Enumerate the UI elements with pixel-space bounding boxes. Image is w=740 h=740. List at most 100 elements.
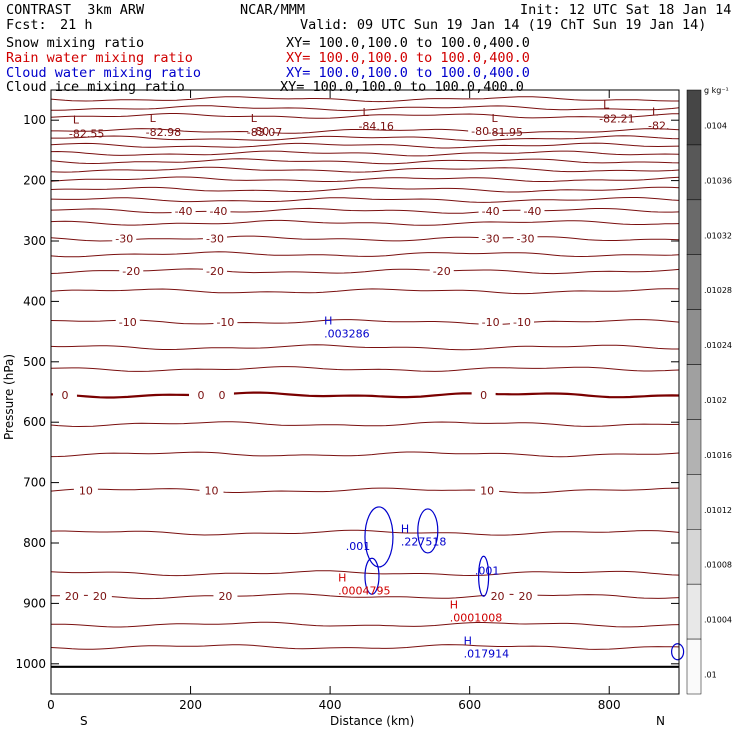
colorbar-tick-label: .01036 [704, 176, 732, 185]
high-value: .017914 [464, 648, 510, 661]
low-value: -83.07 [247, 126, 282, 139]
cloud-contour-label: .001 [346, 540, 371, 553]
isotherm-line [50, 251, 680, 258]
x-axis-title: Distance (km) [330, 714, 414, 728]
isotherm-label: -40 [523, 205, 541, 218]
field-xy-cloud-water: XY= 100.0,100.0 to 100.0,400.0 [286, 65, 530, 81]
isotherm-label-bg [468, 125, 493, 139]
low-value: -82.55 [69, 127, 104, 140]
isotherm-line [50, 235, 680, 242]
colorbar-swatch [686, 254, 702, 310]
y-tick-label: 300 [23, 234, 46, 248]
isotherm-line [50, 142, 680, 149]
plot-frame [50, 89, 680, 695]
cloud-water-contour [364, 557, 380, 595]
isotherm-line [50, 113, 680, 119]
x-axis-south-label: S [80, 714, 88, 728]
isotherm-label-bg [510, 315, 534, 329]
isotherm-label: -80 [251, 125, 269, 138]
high-value: .0001008 [450, 611, 503, 624]
isotherm-label-bg [59, 590, 84, 604]
isotherm-label: 10 [480, 484, 494, 497]
field-xy-rain: XY= 100.0,100.0 to 100.0,400.0 [286, 50, 530, 66]
colorbar-tick-label: .01028 [704, 286, 732, 295]
colorbar-swatch [686, 474, 702, 530]
isotherm-label-bg [202, 232, 227, 246]
high-value: .003286 [324, 328, 370, 341]
isotherm-label-bg [206, 204, 231, 218]
field-name-cloud-water: Cloud water mixing ratio [6, 65, 202, 81]
x-tick-label: 200 [179, 698, 202, 712]
y-tick-label: 600 [23, 415, 46, 429]
isotherm-label-bg [52, 389, 77, 403]
isotherm-label-bg [513, 232, 538, 246]
x-axis-north-label: N [656, 714, 665, 728]
isotherm-line [50, 219, 680, 226]
field-name-cloud-ice: Cloud ice mixing ratio [6, 79, 185, 95]
isotherm-label: -30 [115, 233, 133, 246]
isotherm-line [50, 150, 680, 157]
low-marker: L [362, 106, 369, 119]
field-name-snow: Snow mixing ratio [6, 35, 145, 51]
isotherm-label: -30 [517, 233, 535, 246]
low-value: -82.98 [146, 126, 181, 139]
colorbar-swatch [686, 583, 702, 640]
colorbar-tick-label: .01008 [704, 561, 732, 570]
isotherm-label-bg [209, 389, 234, 403]
isotherm-line [50, 268, 680, 275]
y-tick-label: 1000 [15, 657, 46, 671]
colorbar-tick-label: .01032 [704, 231, 732, 240]
isotherm-label: 20 [491, 590, 505, 603]
isotherm-label-bg [520, 204, 545, 218]
high-marker: H [464, 635, 472, 648]
colorbar-tick-label: .01012 [704, 506, 732, 515]
low-value: -82. [648, 120, 669, 133]
colorbar: .0104 .01036 .01032 .01028 .01024 .0102 .01016… [686, 89, 732, 695]
isotherm-label: 0 [480, 389, 487, 402]
isotherm-line [50, 391, 680, 399]
isotherm-label-bg [189, 389, 214, 403]
colorbar-tick-label: .01004 [704, 616, 732, 625]
isotherm-line [50, 319, 680, 325]
low-value: -81.95 [488, 126, 523, 139]
isotherm-line [50, 421, 680, 428]
cloud-water-contour [417, 508, 439, 554]
low-marker: L [603, 98, 610, 111]
low-marker: L [492, 112, 499, 125]
isotherm-line [50, 158, 680, 165]
isotherm-line [50, 344, 679, 351]
isotherm-label: -30 [206, 233, 224, 246]
isotherm-label-bg [429, 265, 454, 279]
high-value: .227518 [401, 535, 447, 548]
colorbar-tick-label: .01024 [704, 341, 732, 350]
low-marker: L [652, 106, 659, 119]
y-tick-label: 100 [23, 113, 46, 127]
colorbar-swatch [686, 309, 702, 365]
cloud-water-contour [364, 506, 394, 568]
low-marker: L [251, 112, 258, 125]
isotherm-label: -40 [175, 205, 193, 218]
colorbar-swatch [686, 638, 702, 695]
isotherm-label-bg [478, 315, 503, 329]
isotherm-label-bg [202, 265, 227, 279]
isotherm-label: -40 [209, 205, 227, 218]
low-marker: L [73, 113, 80, 126]
isotherm-line [50, 644, 680, 650]
y-tick-label: 500 [23, 355, 46, 369]
isotherm-label: -20 [206, 265, 224, 278]
isotherm-line [50, 166, 680, 173]
isotherm-label: 10 [79, 484, 93, 497]
colorbar-swatch [686, 144, 702, 201]
isotherm-label: 20 [518, 590, 532, 603]
low-value: -82.21 [599, 112, 634, 125]
high-marker: H [401, 522, 409, 535]
isotherm-label-bg [171, 204, 196, 218]
colorbar-tick-label: .0102 [704, 396, 727, 405]
isotherm-label: 0 [198, 389, 205, 402]
isotherm-label-bg [87, 590, 112, 604]
y-tick-label: 900 [23, 596, 46, 610]
isotherm-label-bg [478, 204, 503, 218]
isotherm-line [50, 366, 680, 372]
